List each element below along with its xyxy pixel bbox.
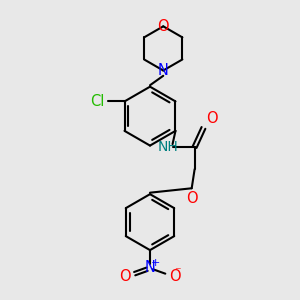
Text: O: O (158, 19, 169, 34)
Text: O: O (119, 269, 131, 284)
Text: O: O (186, 191, 197, 206)
Text: N: N (145, 260, 155, 275)
Text: O: O (169, 269, 181, 284)
Text: ⁻: ⁻ (174, 266, 181, 279)
Text: Cl: Cl (90, 94, 105, 109)
Text: O: O (206, 111, 218, 126)
Text: +: + (151, 258, 160, 268)
Text: N: N (158, 63, 169, 78)
Text: NH: NH (158, 140, 178, 154)
